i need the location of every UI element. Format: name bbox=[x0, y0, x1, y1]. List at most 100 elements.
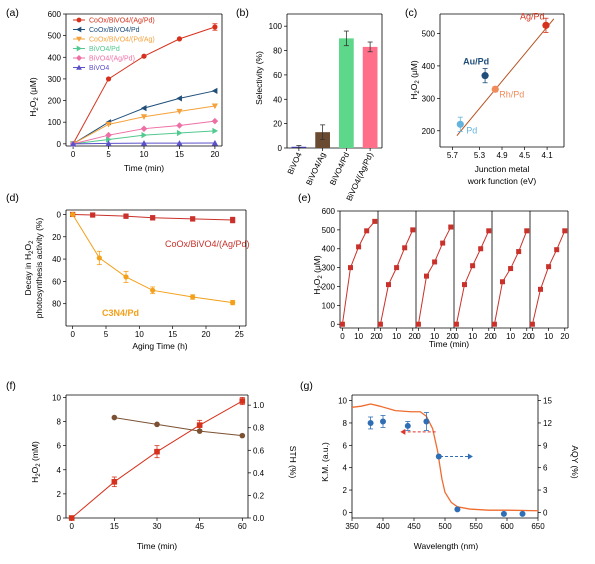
panel-d-annotation-top: CoOx/BiVO4/(Ag/Pd) bbox=[165, 239, 250, 249]
panel-f-series-line bbox=[71, 400, 243, 519]
panel-b-bar bbox=[362, 46, 378, 148]
panel-e-point bbox=[348, 265, 354, 271]
panel-f-point bbox=[111, 414, 118, 421]
panel-e-ylabel: H2O2 (μM) bbox=[312, 255, 324, 295]
panel-d-xtick-label: 5 bbox=[104, 330, 109, 339]
panel-b-category-label: BiVO4 bbox=[286, 151, 304, 176]
panel-a-point bbox=[176, 140, 183, 146]
panel-g-y2label: AQY (%) bbox=[570, 445, 580, 479]
panel-c-ytick-label: 500 bbox=[422, 29, 436, 38]
panel-g-ytick-label: 4 bbox=[343, 464, 348, 473]
panel-b-ytick-label: 60 bbox=[273, 71, 282, 80]
panel-a-ytick-label: 200 bbox=[48, 97, 62, 106]
panel-c-ylabel: H2O2 (μM) bbox=[409, 60, 421, 100]
panel-b-ytick-label: 0 bbox=[278, 144, 283, 153]
panel-e-xtick-label: 20 bbox=[446, 332, 455, 341]
panel-a-point bbox=[105, 140, 112, 146]
panel-a-legend-label: CoOx/BiVO4/(Ag/Pd) bbox=[89, 18, 155, 25]
panel-e-xtick-label: 10 bbox=[468, 332, 477, 341]
panel-e-xtick-label: 0 bbox=[454, 332, 459, 341]
panel-a-xtick-label: 0 bbox=[71, 150, 76, 159]
panel-f-ytick-label: 10 bbox=[52, 393, 61, 402]
panel-e-point bbox=[516, 249, 522, 255]
panel-e-point bbox=[524, 228, 530, 234]
panel-a-point bbox=[140, 105, 147, 112]
panel-d-label: (d) bbox=[6, 192, 19, 204]
panel-c-xtick-label: 4.5 bbox=[519, 151, 531, 160]
panel-e-xtick-label: 0 bbox=[416, 332, 421, 341]
panel-a-point bbox=[141, 53, 147, 59]
panel-e-point bbox=[453, 321, 459, 327]
panel-g-ytick-label: 6 bbox=[343, 441, 348, 450]
panel-d-series-line bbox=[72, 214, 233, 304]
panel-g-label: (g) bbox=[300, 380, 313, 392]
panel-g-left-arrow-head bbox=[400, 428, 406, 435]
panel-a-chart: 0 5 10 15 200100200300400500600CoOx/BiVO4/(A… bbox=[48, 10, 223, 159]
panel-e-xtick-label: 0 bbox=[378, 332, 383, 341]
panel-e-cycle-line bbox=[379, 229, 414, 325]
panel-d-annotation-bottom: C3N4/Pd bbox=[102, 308, 139, 318]
panel-e-xtick-label: 10 bbox=[430, 332, 439, 341]
panel-f-label: (f) bbox=[6, 380, 16, 392]
panel-d-series-line bbox=[72, 213, 233, 221]
panel-a-point bbox=[140, 114, 148, 120]
panel-f-point bbox=[68, 515, 75, 521]
panel-e-point bbox=[356, 244, 362, 250]
panel-b-bar bbox=[315, 132, 330, 148]
panel-d-chart: 0 5 10 15 20 25 0 20 40 60 80 bbox=[52, 209, 247, 339]
panel-a-legend-label: CoOx/BiVO4/(Pd/Ag) bbox=[89, 37, 155, 44]
panel-e-point bbox=[500, 279, 506, 285]
panel-a-point bbox=[176, 122, 183, 129]
panel-f-right-ytick-label: 0.6 bbox=[253, 446, 265, 455]
panel-c-xtick-label: 5.3 bbox=[474, 151, 486, 160]
panel-a-point bbox=[212, 127, 219, 134]
panel-c-chart: 5.7 5.3 4.9 4.5 4.1 200 300 400 500 Ag/Pd Au/Pd Rh/… bbox=[422, 11, 565, 160]
panel-a-xtick-label: 15 bbox=[175, 150, 184, 159]
panel-e-point bbox=[562, 228, 568, 234]
panel-g-aqy-point bbox=[367, 419, 374, 426]
panel-a-point bbox=[176, 108, 183, 115]
panel-c-xtick-label: 5.7 bbox=[447, 151, 459, 160]
panel-g-aqy-point bbox=[404, 422, 411, 429]
panel-f-ytick-label: 2 bbox=[57, 490, 62, 499]
panel-b-ytick-label: 100 bbox=[269, 22, 283, 31]
panel-a-point bbox=[105, 131, 112, 139]
panel-a-xtick-label: 10 bbox=[140, 150, 149, 159]
panel-e-xtick-label: 10 bbox=[354, 332, 363, 341]
panel-a-point bbox=[69, 140, 77, 147]
panel-f-ytick-label: 8 bbox=[57, 418, 62, 427]
panel-d-ytick-label: 20 bbox=[52, 233, 61, 242]
panel-e-cycle-line bbox=[493, 230, 528, 325]
panel-g-xtick-label: 400 bbox=[376, 522, 390, 531]
panel-f-ytick-label: 4 bbox=[57, 466, 62, 475]
panel-c-ytick-label: 200 bbox=[422, 127, 436, 136]
panel-e-point bbox=[448, 224, 454, 230]
panel-e-point bbox=[508, 266, 514, 272]
panel-d-point bbox=[190, 216, 196, 222]
panel-f-xtick-label: 45 bbox=[195, 522, 204, 531]
panel-a-point bbox=[176, 36, 183, 42]
panel-e-point bbox=[372, 218, 378, 224]
panel-e-point bbox=[377, 321, 383, 327]
panel-g-aqy-point bbox=[380, 418, 386, 425]
panel-f-xlabel: Time (min) bbox=[137, 541, 177, 551]
panel-e-cycle-line bbox=[341, 221, 376, 325]
panel-f-point bbox=[196, 422, 203, 428]
panel-d-point bbox=[230, 217, 236, 223]
panel-e-point bbox=[554, 247, 560, 253]
panel-f-right-ytick-label: 0.0 bbox=[253, 514, 265, 523]
panel-e-cycle-line bbox=[531, 230, 566, 325]
panel-d-point bbox=[150, 215, 156, 221]
panel-d-xtick-label: 25 bbox=[235, 330, 244, 339]
panel-c-xtick-label: 4.1 bbox=[542, 151, 554, 160]
panel-a-point bbox=[211, 87, 218, 94]
panel-g-ylabel: K.M. (a.u.) bbox=[320, 442, 330, 482]
panel-d-xtick-label: 15 bbox=[168, 330, 177, 339]
panel-e-point bbox=[394, 265, 400, 271]
panel-f-ytick-label: 0 bbox=[57, 514, 62, 523]
panel-f-right-ytick-label: 0.4 bbox=[253, 469, 265, 478]
panel-b-ytick-label: 20 bbox=[273, 120, 282, 129]
panel-a-ytick-label: 0 bbox=[57, 140, 62, 149]
panel-a-ytick-label: 100 bbox=[48, 118, 62, 127]
